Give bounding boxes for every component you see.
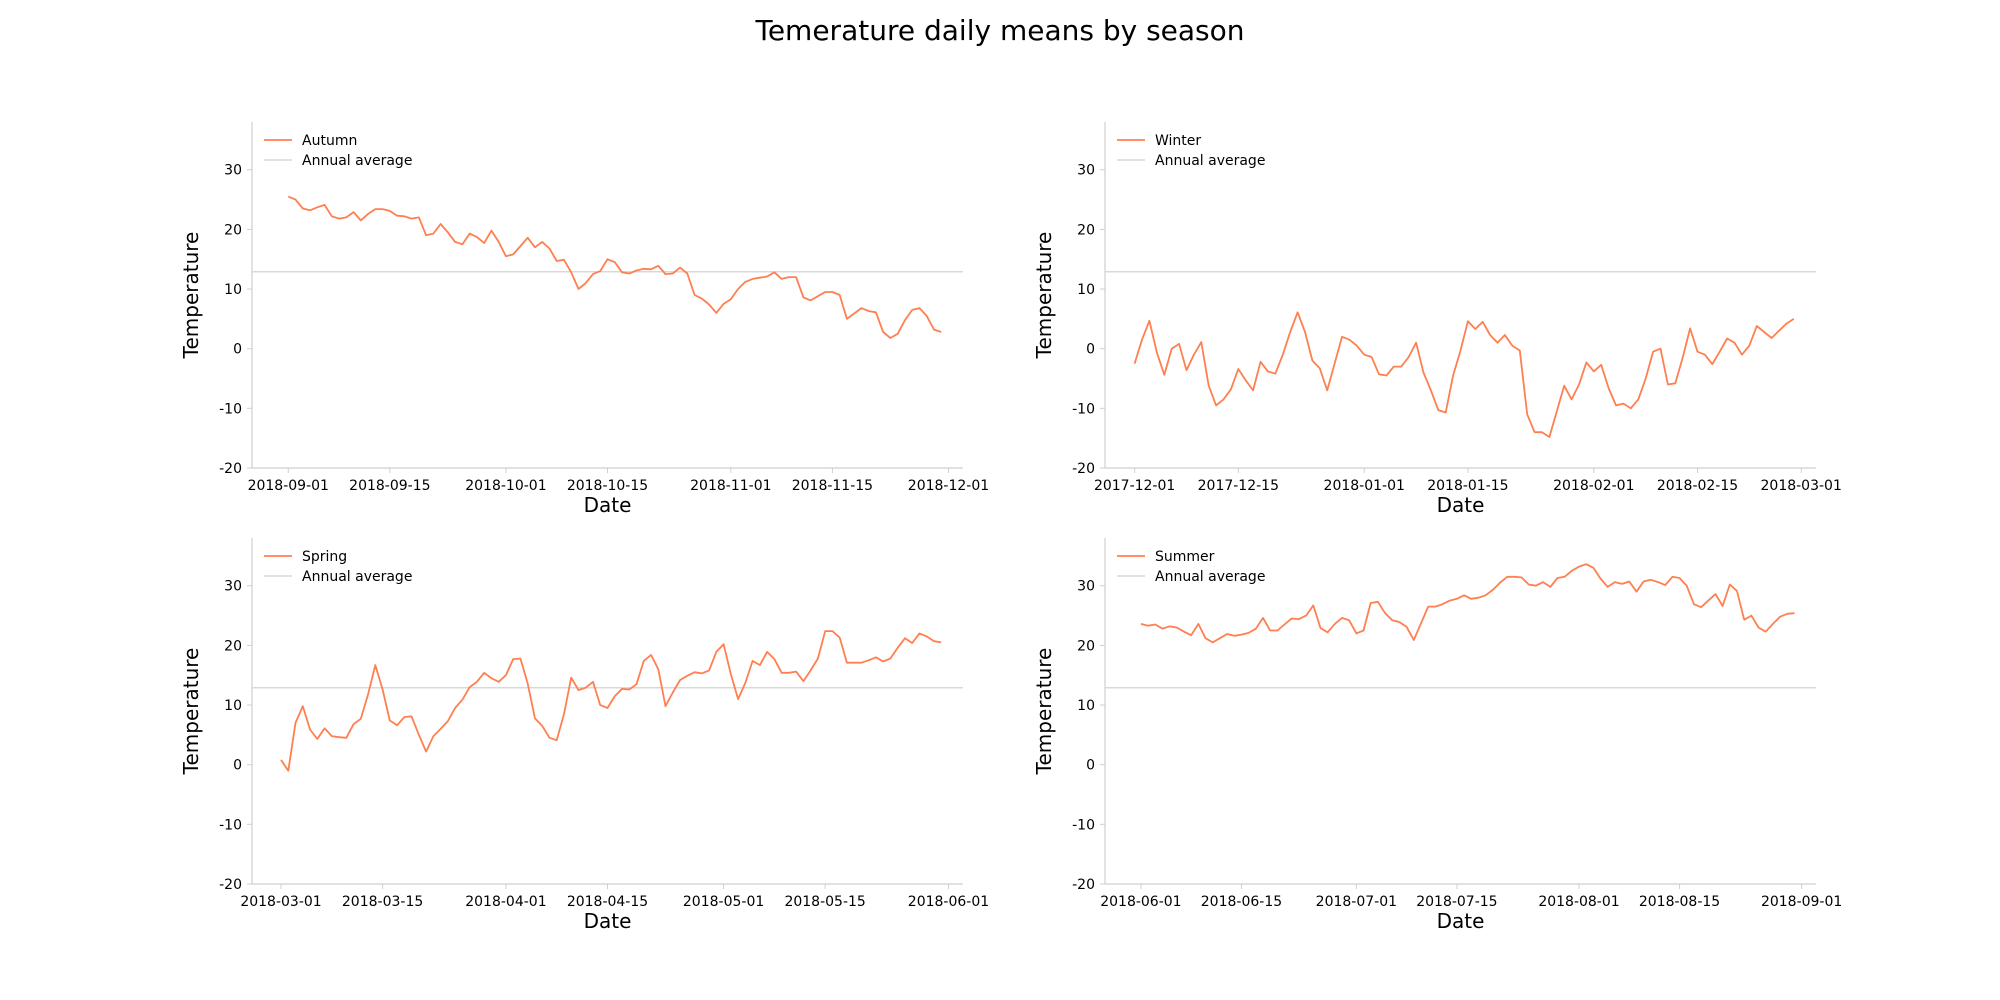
legend-label: Annual average [302,569,412,585]
x-tick-label: 2018-09-01 [1761,894,1842,910]
x-tick-label: 2018-06-01 [1100,894,1181,910]
y-tick-label: -10 [1072,817,1095,833]
x-tick-label: 2018-02-01 [1553,478,1634,494]
y-axis-title: Temperature [1032,232,1056,360]
series-line-winter [1133,311,1795,438]
x-tick-label: 2018-09-15 [349,478,430,494]
x-tick-label: 2018-05-01 [683,894,764,910]
x-tick-label: 2018-11-15 [792,478,873,494]
chart-panel: -20 -10 0 10 20 30 2018-03-01 2018-03-15 2018-04… [179,538,989,933]
x-tick-label: 2018-03-01 [1761,478,1842,494]
y-tick-label: -20 [219,461,242,477]
x-tick-label: 2018-03-15 [342,894,423,910]
x-tick-label: 2018-10-01 [465,478,546,494]
y-tick-label: 30 [1077,579,1095,595]
legend-label: Annual average [1155,153,1265,169]
y-tick-label: -20 [1072,877,1095,893]
x-tick-label: 2018-02-15 [1657,478,1738,494]
y-tick-label: 30 [1077,163,1095,179]
y-tick-label: -10 [219,401,242,417]
y-tick-label: 0 [1086,758,1095,774]
legend-label: Summer [1155,549,1215,565]
y-axis-title: Temperature [179,232,203,360]
x-tick-label: 2018-09-01 [248,478,329,494]
y-tick-label: 20 [224,638,242,654]
chart-panel: -20 -10 0 10 20 30 2018-09-01 2018-09-15 2018-10… [179,122,989,517]
legend-label: Winter [1155,133,1201,149]
y-tick-label: 30 [224,163,242,179]
x-axis-title: Date [584,493,632,517]
legend-label: Spring [302,549,347,565]
x-tick-label: 2018-05-15 [784,894,865,910]
series-line-autumn [287,195,942,339]
y-tick-label: 0 [1086,342,1095,358]
chart-panel: -20 -10 0 10 20 30 2018-06-01 2018-06-15 2018-07… [1032,538,1842,933]
x-axis-title: Date [1437,493,1485,517]
x-tick-label: 2018-07-15 [1416,894,1497,910]
y-axis-title: Temperature [1032,648,1056,776]
x-tick-label: 2018-07-01 [1316,894,1397,910]
x-tick-label: 2017-12-15 [1198,478,1279,494]
series-line-summer [1140,563,1795,644]
y-tick-label: 10 [1077,698,1095,714]
x-tick-label: 2018-08-01 [1538,894,1619,910]
y-tick-label: 0 [233,758,242,774]
y-tick-label: -10 [219,817,242,833]
x-tick-label: 2018-11-01 [690,478,771,494]
x-tick-label: 2018-01-15 [1427,478,1508,494]
y-tick-label: 10 [224,282,242,298]
y-tick-label: 0 [233,342,242,358]
x-tick-label: 2018-06-15 [1201,894,1282,910]
y-tick-label: 10 [1077,282,1095,298]
y-tick-label: 20 [1077,222,1095,238]
y-tick-label: 20 [1077,638,1095,654]
y-tick-label: -10 [1072,401,1095,417]
x-tick-label: 2018-06-01 [908,894,989,910]
y-tick-label: 20 [224,222,242,238]
figure-title: Temerature daily means by season [755,14,1245,47]
x-tick-label: 2018-03-01 [240,894,321,910]
y-tick-label: -20 [219,877,242,893]
y-tick-label: -20 [1072,461,1095,477]
y-axis-title: Temperature [179,648,203,776]
y-tick-label: 30 [224,579,242,595]
x-axis-title: Date [1437,909,1485,933]
legend-label: Annual average [302,153,412,169]
chart-panel: -20 -10 0 10 20 30 2017-12-01 2017-12-15 2018-01… [1032,122,1842,517]
y-tick-label: 10 [224,698,242,714]
x-axis-title: Date [584,909,632,933]
x-tick-label: 2018-08-15 [1639,894,1720,910]
x-tick-label: 2018-01-01 [1324,478,1405,494]
x-tick-label: 2018-04-01 [465,894,546,910]
x-tick-label: 2018-04-15 [567,894,648,910]
legend-label: Autumn [302,133,357,149]
series-line-spring [280,630,942,772]
legend-label: Annual average [1155,569,1265,585]
x-tick-label: 2018-10-15 [567,478,648,494]
x-tick-label: 2018-12-01 [908,478,989,494]
x-tick-label: 2017-12-01 [1094,478,1175,494]
